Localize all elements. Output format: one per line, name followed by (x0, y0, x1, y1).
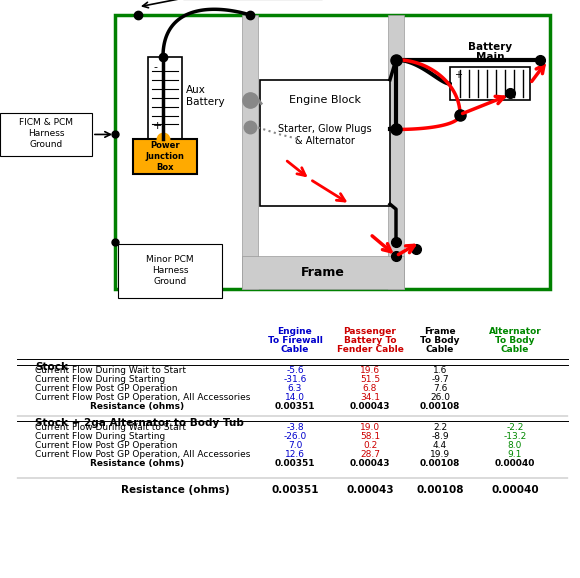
Text: & Alternator: & Alternator (295, 136, 355, 146)
Text: Engine Block: Engine Block (289, 95, 361, 105)
Bar (260, 80, 390, 206)
Text: -8.9: -8.9 (431, 432, 449, 441)
Text: Fender Cable: Fender Cable (336, 344, 404, 354)
Text: +: + (454, 70, 462, 80)
Text: 7.0: 7.0 (288, 441, 302, 450)
Text: 0.00351: 0.00351 (275, 459, 316, 468)
Text: Cable: Cable (281, 344, 309, 354)
Text: 7.6: 7.6 (433, 384, 447, 393)
Text: 0.2: 0.2 (363, 441, 377, 450)
Text: Stock: Stock (35, 362, 68, 372)
Text: 12.6: 12.6 (285, 450, 305, 459)
Text: Resistance (ohms): Resistance (ohms) (90, 459, 184, 468)
Text: Current Flow Post GP Operation: Current Flow Post GP Operation (35, 441, 177, 450)
Text: 14.0: 14.0 (285, 393, 305, 402)
Text: 26.0: 26.0 (430, 393, 450, 402)
Text: Resistance (ohms): Resistance (ohms) (121, 486, 229, 495)
Text: -26.0: -26.0 (284, 432, 307, 441)
Text: 1.6: 1.6 (433, 366, 447, 375)
Text: -5.6: -5.6 (286, 366, 304, 375)
Text: Power
Junction
Box: Power Junction Box (146, 141, 184, 172)
Text: 51.5: 51.5 (360, 375, 380, 384)
Text: 0.00108: 0.00108 (420, 402, 460, 411)
Text: 0.00040: 0.00040 (495, 459, 535, 468)
Text: 6.3: 6.3 (288, 384, 302, 393)
Bar (115, 15, 550, 289)
Text: Passenger: Passenger (343, 327, 397, 336)
Text: Current Flow Post GP Operation: Current Flow Post GP Operation (35, 384, 177, 393)
FancyBboxPatch shape (118, 244, 222, 298)
Text: 19.0: 19.0 (360, 423, 380, 432)
Text: Aux: Aux (186, 85, 206, 95)
Text: 0.00043: 0.00043 (346, 486, 394, 495)
Text: 19.6: 19.6 (360, 366, 380, 375)
Text: 0.00108: 0.00108 (416, 486, 464, 495)
Text: Current Flow Post GP Operation, All Accessories: Current Flow Post GP Operation, All Acce… (35, 393, 251, 402)
Text: -13.2: -13.2 (503, 432, 527, 441)
Bar (450, 66, 530, 99)
Text: Current Flow During Wait to Start: Current Flow During Wait to Start (35, 423, 186, 432)
Text: 0.00043: 0.00043 (350, 459, 390, 468)
Text: -3.8: -3.8 (286, 423, 304, 432)
Text: 9.1: 9.1 (508, 450, 522, 459)
Bar (242, 15, 258, 289)
Text: To Firewall: To Firewall (267, 336, 322, 344)
Text: -: - (153, 62, 157, 72)
Bar (242, 256, 404, 289)
Text: FICM & PCM
Harness
Ground: FICM & PCM Harness Ground (19, 118, 73, 149)
Text: Main: Main (476, 52, 504, 62)
Text: Engine: Engine (278, 327, 313, 336)
Text: Current Flow During Wait to Start: Current Flow During Wait to Start (35, 366, 186, 375)
Text: Alternator: Alternator (488, 327, 541, 336)
Text: Battery: Battery (468, 42, 512, 52)
Text: Frame: Frame (424, 327, 456, 336)
Text: Current Flow During Starting: Current Flow During Starting (35, 432, 165, 441)
Text: 0.00108: 0.00108 (420, 459, 460, 468)
Text: Cable: Cable (501, 344, 529, 354)
Text: Battery To: Battery To (344, 336, 396, 344)
Text: 2.2: 2.2 (433, 423, 447, 432)
Text: 0.00351: 0.00351 (275, 402, 316, 411)
Text: Stock + 2ga Alternator to Body Tub: Stock + 2ga Alternator to Body Tub (35, 418, 244, 428)
Text: 4.4: 4.4 (433, 441, 447, 450)
Text: Current Flow During Starting: Current Flow During Starting (35, 375, 165, 384)
Text: To Body: To Body (495, 336, 535, 344)
Text: Current Flow Post GP Operation, All Accessories: Current Flow Post GP Operation, All Acce… (35, 450, 251, 459)
Text: 6.8: 6.8 (363, 384, 377, 393)
Text: Resistance (ohms): Resistance (ohms) (90, 402, 184, 411)
Text: Cable: Cable (426, 344, 454, 354)
Text: 8.0: 8.0 (508, 441, 522, 450)
Bar (148, 57, 182, 139)
Text: 34.1: 34.1 (360, 393, 380, 402)
Text: 28.7: 28.7 (360, 450, 380, 459)
Text: -9.7: -9.7 (431, 375, 449, 384)
Text: To Body: To Body (420, 336, 460, 344)
Text: 58.1: 58.1 (360, 432, 380, 441)
Text: 0.00043: 0.00043 (350, 402, 390, 411)
Text: -31.6: -31.6 (283, 375, 307, 384)
Text: +: + (153, 121, 162, 131)
FancyBboxPatch shape (0, 113, 92, 157)
Text: Battery: Battery (186, 97, 224, 107)
Bar (388, 15, 404, 289)
Text: 0.00040: 0.00040 (491, 486, 539, 495)
Bar (133, 139, 197, 175)
Text: 0.00351: 0.00351 (271, 486, 319, 495)
Text: 19.9: 19.9 (430, 450, 450, 459)
Text: Frame: Frame (301, 266, 345, 279)
Text: -2.2: -2.2 (506, 423, 524, 432)
Text: Starter, Glow Plugs: Starter, Glow Plugs (278, 124, 372, 135)
Text: Minor PCM
Harness
Ground: Minor PCM Harness Ground (146, 255, 194, 287)
